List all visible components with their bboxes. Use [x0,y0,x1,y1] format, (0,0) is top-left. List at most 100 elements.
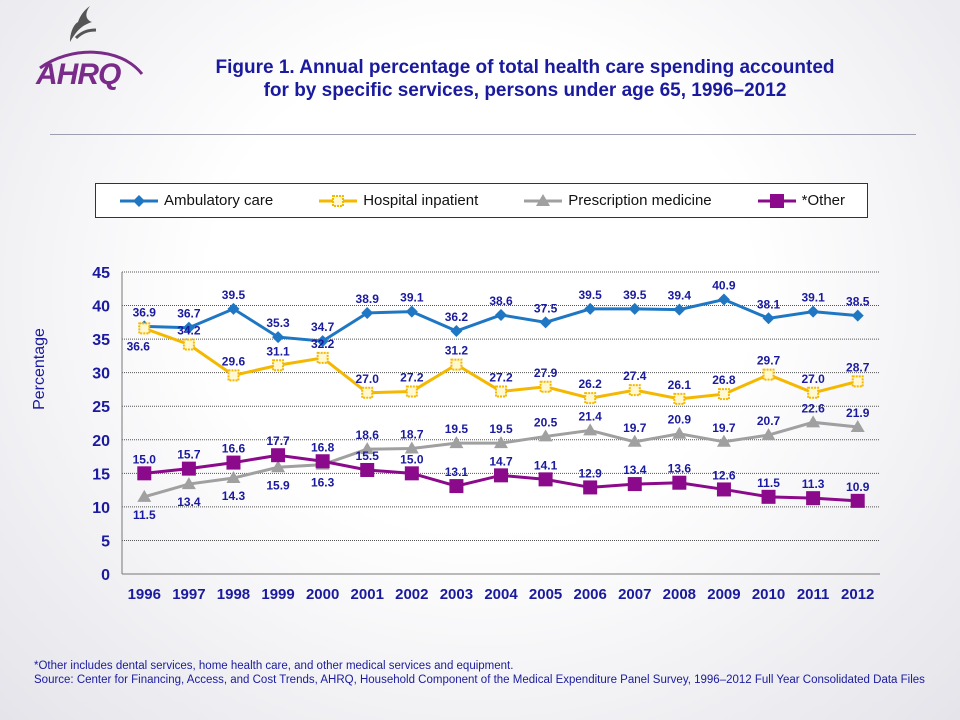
data-point [271,448,286,463]
data-point [761,489,776,504]
data-point [628,384,641,397]
data-point [495,308,507,321]
data-label: 36.6 [127,339,151,353]
data-label: 31.2 [445,344,469,358]
data-point [404,466,419,481]
y-tick-label: 5 [101,533,110,550]
data-point [138,322,151,335]
data-label: 27.2 [489,370,513,384]
data-label: 10.9 [846,480,870,494]
data-point [405,385,418,398]
data-point [717,388,730,401]
data-point [181,477,196,490]
data-label: 14.3 [222,489,246,503]
data-point [583,480,598,495]
data-point [449,479,464,494]
data-label: 39.5 [623,288,647,302]
x-tick-label: 2009 [707,586,740,603]
data-point [404,441,419,454]
data-label: 16.6 [222,442,246,456]
series-other: 15.0 15.7 16.6 17.7 16.8 15.5 15.0 13.1 14.7 14.1… [133,434,870,508]
data-label: 38.6 [489,294,513,308]
data-label: 12.9 [578,466,602,480]
legend-label: *Other [801,192,845,209]
data-label: 19.7 [712,421,736,435]
data-point [761,428,776,441]
data-label: 17.7 [266,434,290,448]
y-tick-label: 40 [92,299,110,316]
y-tick-label: 10 [92,500,110,517]
data-point [583,423,598,436]
data-point [137,489,152,502]
legend-marker [536,193,551,206]
x-tick-label: 2005 [529,586,562,603]
data-label: 20.7 [757,414,781,428]
x-tick-label: 2006 [573,586,606,603]
legend-marker-icon [524,193,563,206]
header-divider [50,134,916,135]
x-tick-label: 2007 [618,586,651,603]
data-label: 20.5 [534,415,558,429]
data-point [182,321,195,334]
data-point [539,316,552,329]
legend-label: Prescription medicine [568,192,712,209]
hhs-eagle-icon [70,6,97,42]
data-point [806,491,821,506]
data-point [716,434,731,447]
data-point [137,466,152,481]
data-label: 18.6 [356,428,380,442]
legend-item: Hospital inpatient [317,192,478,209]
legend: Ambulatory care Hospital inpatient Prescri… [95,183,868,218]
data-label: 15.0 [133,452,157,466]
data-point [673,303,686,316]
data-point [316,335,329,348]
x-tick-label: 2012 [841,586,874,603]
data-label: 11.5 [133,508,156,522]
data-point [315,454,330,469]
data-label: 15.5 [356,449,380,463]
data-point [539,380,552,393]
data-label: 15.9 [266,478,290,492]
data-label: 21.4 [578,409,602,423]
legend-marker-icon [119,194,158,207]
data-label: 26.1 [668,378,692,392]
data-point [182,338,195,351]
data-label: 28.7 [846,360,870,374]
data-point [227,302,240,315]
data-label: 27.0 [801,372,825,386]
data-label: 39.4 [668,289,692,303]
data-label: 19.5 [445,422,469,436]
y-tick-label: 35 [92,332,110,349]
data-label: 40.9 [712,279,736,293]
data-point [449,436,464,449]
x-tick-label: 2001 [351,586,384,603]
legend-marker [769,193,784,208]
legend-marker [132,194,145,207]
chart-title: Figure 1. Annual percentage of total hea… [180,56,870,102]
legend-marker-icon [757,193,796,208]
data-point [807,386,820,399]
data-point [361,306,374,319]
data-label: 16.8 [311,440,335,454]
data-label: 38.9 [356,292,380,306]
x-tick-label: 1999 [261,586,294,603]
data-point [272,359,285,372]
x-tick-label: 2004 [484,586,518,603]
data-point [360,462,375,477]
y-tick-label: 20 [92,433,110,450]
title-line-1: Figure 1. Annual percentage of total hea… [215,57,835,78]
data-point [672,475,687,490]
data-point [673,392,686,405]
title-line-2: for by specific services, persons under … [263,80,787,101]
data-label: 26.2 [578,377,602,391]
data-label: 36.9 [133,305,157,319]
data-point [181,461,196,476]
ahrq-logo-swoosh [39,50,144,75]
data-label: 13.1 [445,465,469,479]
legend-item: *Other [756,192,845,209]
data-point [494,468,508,483]
data-label: 34.2 [177,323,201,337]
footnote: *Other includes dental services, home he… [34,660,514,672]
data-label: 11.5 [757,476,780,490]
